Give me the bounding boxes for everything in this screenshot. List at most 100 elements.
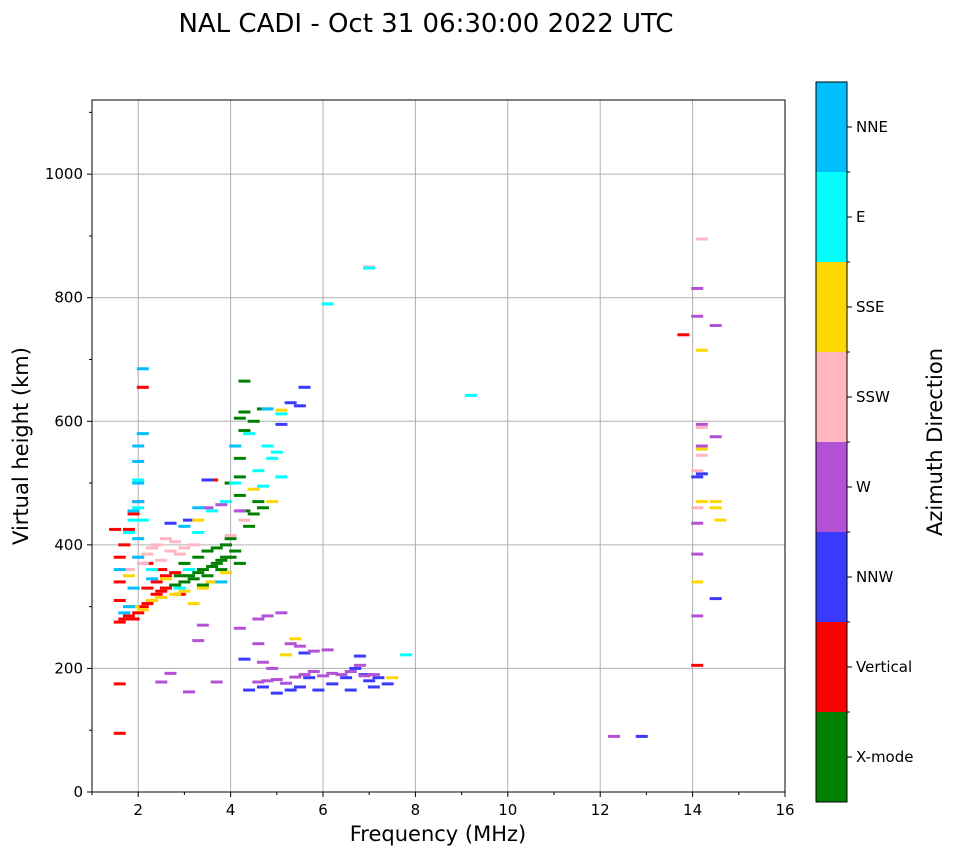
- data-point: [691, 663, 704, 667]
- data-point: [233, 493, 246, 497]
- data-point: [173, 574, 186, 578]
- data-point: [122, 605, 135, 609]
- data-point: [164, 549, 177, 553]
- data-point: [118, 543, 131, 547]
- data-point: [136, 367, 149, 371]
- data-point: [109, 527, 122, 531]
- series-e: [122, 266, 477, 657]
- colorbar-swatch: [816, 712, 847, 802]
- data-point: [132, 537, 145, 541]
- data-point: [219, 500, 232, 504]
- data-point: [183, 690, 196, 694]
- data-point: [307, 649, 320, 653]
- data-point: [289, 637, 302, 641]
- y-tick-label: 600: [54, 412, 83, 430]
- data-point: [289, 675, 302, 679]
- data-point: [206, 509, 219, 513]
- data-point: [127, 518, 140, 522]
- data-point: [210, 561, 223, 565]
- data-point: [136, 561, 149, 565]
- y-axis-ticks: 0 200 400 600 800 1000: [45, 111, 92, 801]
- data-point: [164, 521, 177, 525]
- data-point: [224, 537, 237, 541]
- data-point: [146, 577, 159, 581]
- data-point: [261, 614, 274, 618]
- series-nnw: [164, 385, 722, 738]
- data-point: [210, 546, 223, 550]
- colorbar-label: Azimuth Direction: [923, 348, 947, 536]
- data-point: [695, 444, 708, 448]
- data-point: [159, 537, 172, 541]
- data-point: [183, 518, 196, 522]
- data-point: [178, 580, 191, 584]
- data-point: [709, 500, 722, 504]
- data-point: [132, 500, 145, 504]
- data-point: [261, 444, 274, 448]
- data-point: [210, 680, 223, 684]
- y-tick-label: 1000: [45, 165, 83, 183]
- data-point: [691, 580, 704, 584]
- data-point: [122, 527, 135, 531]
- data-point: [709, 435, 722, 439]
- data-point: [132, 506, 145, 510]
- data-point: [233, 475, 246, 479]
- data-point: [118, 611, 131, 615]
- data-point: [201, 549, 214, 553]
- data-point: [691, 521, 704, 525]
- colorbar-swatch: [816, 532, 847, 622]
- data-point: [238, 657, 251, 661]
- chart-title: NAL CADI - Oct 31 06:30:00 2022 UTC: [178, 9, 673, 39]
- data-point: [215, 580, 228, 584]
- data-point: [118, 617, 131, 621]
- data-point: [173, 552, 186, 556]
- data-point: [695, 348, 708, 352]
- data-point: [266, 456, 279, 460]
- data-point: [136, 518, 149, 522]
- series-nne: [113, 367, 274, 615]
- data-point: [229, 481, 242, 485]
- data-point: [150, 580, 163, 584]
- data-point: [233, 456, 246, 460]
- data-point: [381, 682, 394, 686]
- data-point: [238, 518, 251, 522]
- data-point: [326, 682, 339, 686]
- plot-frame: [91, 99, 786, 793]
- data-point: [321, 648, 334, 652]
- series-x-mode: [159, 379, 269, 590]
- data-point: [113, 682, 126, 686]
- data-point: [691, 614, 704, 618]
- data-point: [183, 574, 196, 578]
- data-point: [714, 518, 727, 522]
- data-point: [113, 568, 126, 572]
- colorbar-swatch: [816, 442, 847, 532]
- data-point: [146, 598, 159, 602]
- data-point: [691, 475, 704, 479]
- data-point: [349, 666, 362, 670]
- data-point: [353, 654, 366, 658]
- colorbar-swatch: [816, 262, 847, 352]
- x-tick-label: 2: [133, 801, 143, 819]
- data-point: [113, 598, 126, 602]
- data-point: [400, 653, 413, 657]
- data-point: [293, 404, 306, 408]
- data-point: [312, 688, 325, 692]
- data-point: [155, 595, 168, 599]
- data-point: [247, 487, 260, 491]
- data-point: [353, 663, 366, 667]
- data-point: [335, 673, 348, 677]
- series-sse: [122, 348, 727, 680]
- data-point: [132, 611, 145, 615]
- data-point: [164, 671, 177, 675]
- data-point: [635, 734, 648, 738]
- colorbar-swatch: [816, 172, 847, 262]
- data-point: [243, 524, 256, 528]
- data-point: [132, 481, 145, 485]
- data-point: [113, 731, 126, 735]
- colorbar-tick-label: SSW: [856, 388, 890, 406]
- data-point: [229, 549, 242, 553]
- data-point: [178, 546, 191, 550]
- data-point: [155, 558, 168, 562]
- data-point: [298, 673, 311, 677]
- data-point: [691, 469, 704, 473]
- data-point: [187, 577, 200, 581]
